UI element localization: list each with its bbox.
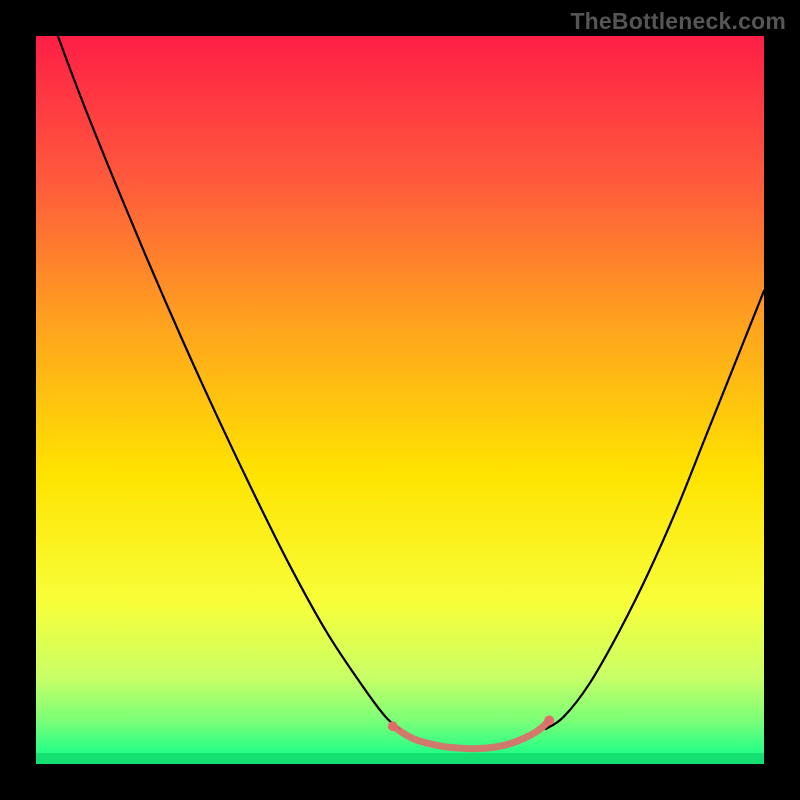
chart-svg xyxy=(36,36,764,764)
bottom-marker-dot-0 xyxy=(388,721,398,731)
watermark-text: TheBottleneck.com xyxy=(570,8,786,35)
chart-frame: TheBottleneck.com xyxy=(0,0,800,800)
bottom-marker-dot-1 xyxy=(544,715,554,725)
bottom-band xyxy=(36,753,764,764)
gradient-background xyxy=(36,36,764,764)
